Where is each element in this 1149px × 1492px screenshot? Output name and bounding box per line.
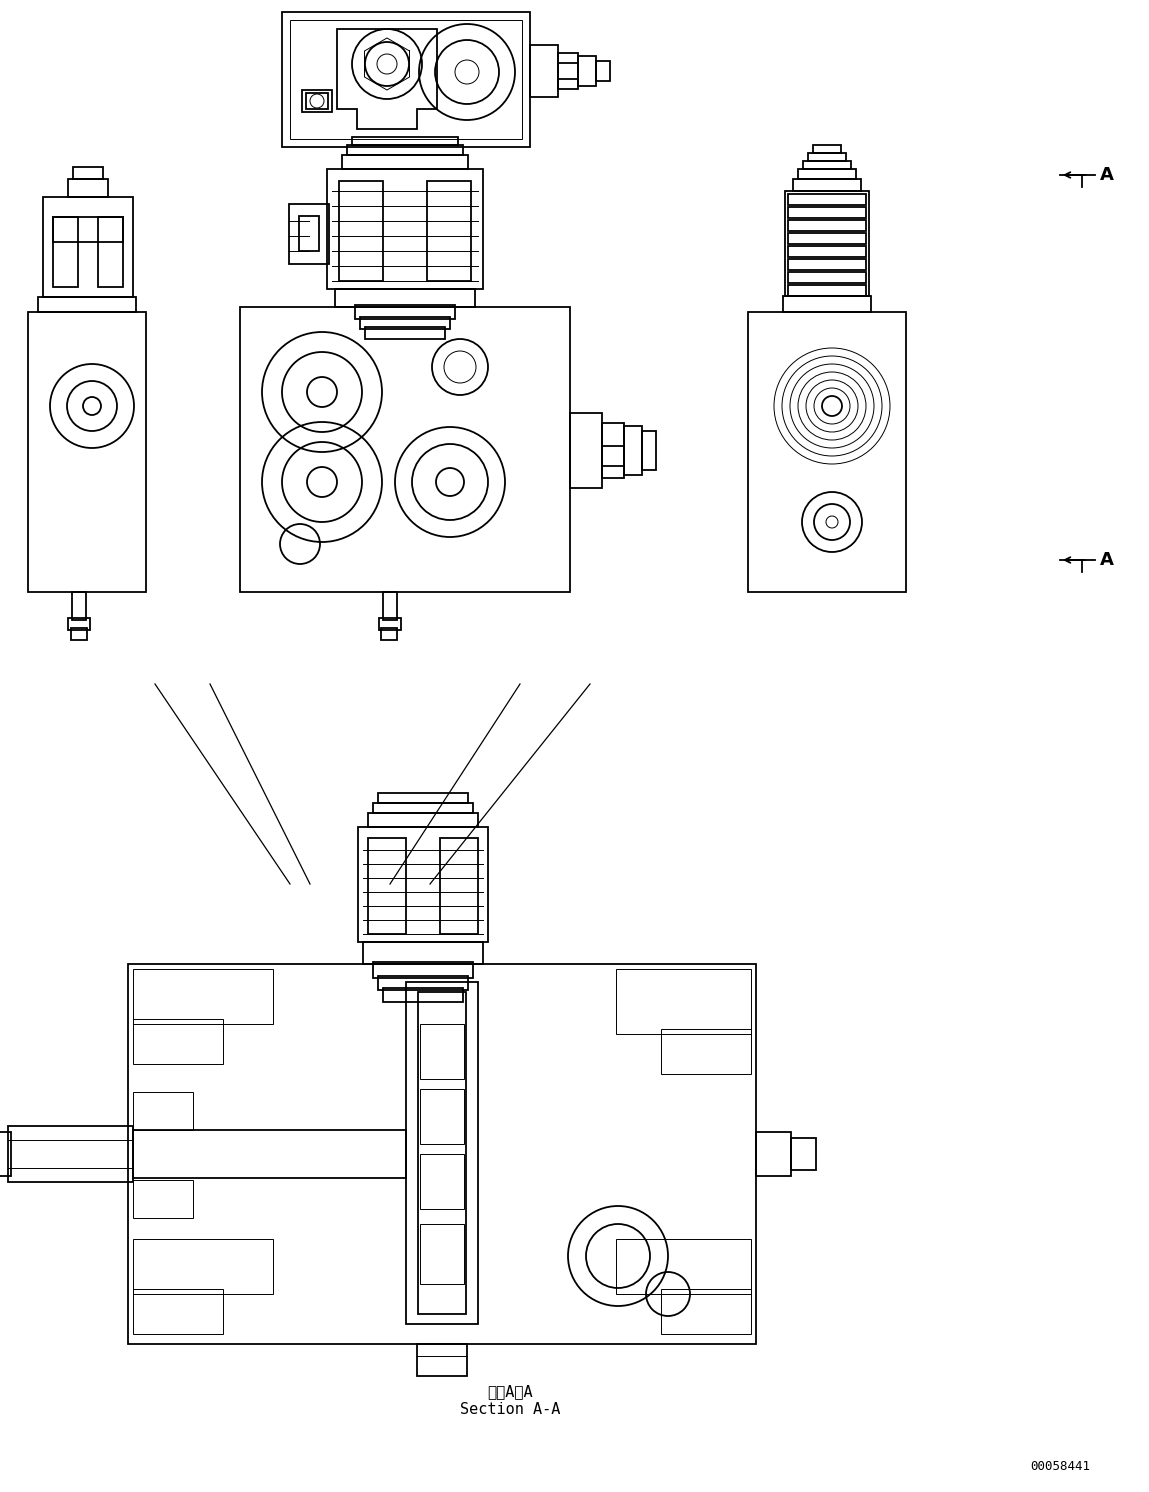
Bar — [808, 154, 846, 161]
Bar — [406, 982, 478, 1323]
Bar — [421, 1153, 464, 1209]
Bar — [373, 962, 473, 977]
Bar — [421, 1223, 464, 1285]
Bar — [72, 592, 86, 621]
Bar — [327, 169, 483, 289]
Bar — [133, 1180, 193, 1217]
Bar — [799, 169, 856, 179]
Bar — [302, 90, 332, 112]
Text: A: A — [1100, 166, 1113, 184]
Bar — [788, 272, 866, 283]
Bar — [383, 592, 398, 621]
Bar — [299, 216, 319, 251]
Bar — [363, 941, 483, 964]
Bar — [421, 1024, 464, 1079]
Bar — [596, 61, 610, 81]
Bar — [530, 45, 558, 97]
Bar — [28, 312, 146, 592]
Bar — [133, 1289, 223, 1334]
Bar — [624, 427, 642, 474]
Bar — [642, 431, 656, 470]
Bar — [360, 316, 450, 330]
Bar — [290, 19, 522, 139]
Bar — [74, 167, 103, 179]
Bar — [788, 219, 866, 231]
Bar — [133, 1238, 273, 1294]
Bar — [342, 155, 468, 169]
Bar — [306, 93, 327, 109]
Bar — [133, 1129, 406, 1179]
Bar — [421, 1089, 464, 1144]
Bar — [339, 181, 383, 280]
Bar — [352, 137, 458, 145]
Bar — [379, 618, 401, 630]
Bar — [8, 1126, 133, 1182]
Bar — [368, 813, 478, 827]
Bar — [813, 145, 841, 154]
Bar — [43, 197, 133, 297]
Bar — [661, 1289, 751, 1334]
Bar — [282, 12, 530, 148]
Bar — [793, 179, 861, 191]
Bar — [133, 1019, 223, 1064]
Bar — [53, 216, 123, 242]
Bar — [803, 161, 851, 169]
Text: A: A — [1100, 551, 1113, 568]
Bar — [68, 618, 90, 630]
Bar — [782, 295, 871, 312]
Bar — [378, 794, 468, 803]
Bar — [785, 191, 869, 295]
Bar — [355, 304, 455, 319]
Bar — [133, 968, 273, 1024]
Bar — [616, 968, 751, 1034]
Bar — [788, 194, 866, 204]
Bar — [365, 327, 445, 339]
Bar — [616, 1238, 751, 1294]
Bar — [133, 1092, 193, 1129]
Text: Section A-A: Section A-A — [460, 1402, 561, 1417]
Text: 00058441: 00058441 — [1030, 1461, 1090, 1474]
Bar — [381, 628, 398, 640]
Bar — [68, 179, 108, 197]
Bar — [347, 145, 463, 155]
Bar — [602, 424, 624, 477]
Bar — [427, 181, 471, 280]
Bar — [368, 839, 406, 934]
Bar — [558, 54, 578, 90]
Bar — [418, 992, 466, 1314]
Bar — [788, 233, 866, 245]
Bar — [128, 964, 756, 1344]
Bar — [791, 1138, 816, 1170]
Bar — [417, 1344, 466, 1376]
Bar — [53, 216, 78, 286]
Bar — [748, 312, 907, 592]
Bar — [756, 1132, 791, 1176]
Bar — [788, 207, 866, 218]
Bar — [378, 976, 468, 991]
Bar — [38, 297, 136, 312]
Bar — [358, 827, 488, 941]
Bar — [0, 1132, 11, 1176]
Bar — [98, 216, 123, 286]
Bar — [440, 839, 478, 934]
Bar — [71, 628, 87, 640]
Bar — [240, 307, 570, 592]
Bar — [788, 246, 866, 257]
Bar — [383, 988, 463, 1003]
Bar — [788, 260, 866, 270]
Bar — [661, 1029, 751, 1074]
Bar — [788, 285, 866, 295]
Bar — [290, 204, 329, 264]
Bar — [578, 57, 596, 87]
Text: 断面A－A: 断面A－A — [487, 1385, 533, 1399]
Bar — [570, 413, 602, 488]
Bar — [373, 803, 473, 813]
Bar — [336, 289, 475, 307]
